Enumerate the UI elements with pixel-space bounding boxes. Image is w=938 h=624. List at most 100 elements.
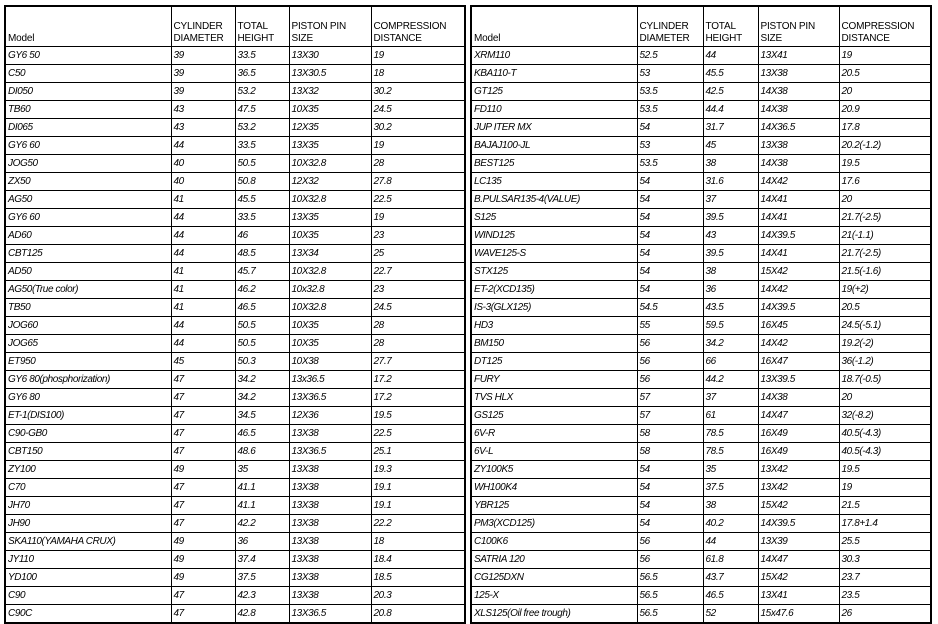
table-row: YBR125 54 38 15X42 21.5 [470,496,932,515]
cell-compression-distance: 21.5(-1.6) [838,262,932,281]
cell-total-height: 33.5 [234,208,290,227]
cell-compression-distance: 20 [838,388,932,407]
table-row: JOG50 40 50.5 10X32.8 28 [4,154,466,173]
table-row: ET-1(DIS100) 47 34.5 12X36 19.5 [4,406,466,425]
cell-cylinder-diameter: 54 [636,118,704,137]
cell-piston-pin-size: 14X38 [757,154,840,173]
cell-total-height: 41.1 [234,478,290,497]
cell-total-height: 42.3 [234,586,290,605]
cell-total-height: 38 [702,262,759,281]
cell-cylinder-diameter: 54 [636,244,704,263]
cell-cylinder-diameter: 49 [170,568,236,587]
table-row: BAJAJ100-JL 53 45 13X38 20.2(-1.2) [470,136,932,155]
cell-compression-distance: 19.1 [370,496,466,515]
cell-compression-distance: 24.5(-5.1) [838,316,932,335]
table-row: WH100K4 54 37.5 13X42 19 [470,478,932,497]
table-row: SATRIA 120 56 61.8 14X47 30.3 [470,550,932,569]
cell-total-height: 34.5 [234,406,290,425]
cell-compression-distance: 20.9 [838,100,932,119]
cell-total-height: 36 [702,280,759,299]
table-row: B.PULSAR135-4(VALUE) 54 37 14X41 20 [470,190,932,209]
piston-spec-table-left: Model CYLINDER DIAMETER TOTAL HEIGHT PISTON… [4,5,466,624]
cell-total-height: 46.5 [234,298,290,317]
cell-cylinder-diameter: 44 [170,316,236,335]
cell-total-height: 47.5 [234,100,290,119]
table-row: BM150 56 34.2 14X42 19.2(-2) [470,334,932,353]
cell-model: LC135 [470,172,638,191]
table-row: KBA110-T 53 45.5 13X38 20.5 [470,64,932,83]
column-header-total-height: TOTAL HEIGHT [234,5,290,47]
cell-piston-pin-size: 16X45 [757,316,840,335]
cell-cylinder-diameter: 47 [170,496,236,515]
table-row: AD50 41 45.7 10X32.8 22.7 [4,262,466,281]
cell-piston-pin-size: 13X36.5 [288,442,372,461]
cell-cylinder-diameter: 56.5 [636,586,704,605]
cell-model: TB60 [4,100,172,119]
cell-cylinder-diameter: 54 [636,514,704,533]
cell-piston-pin-size: 14X47 [757,406,840,425]
piston-spec-table-right: Model CYLINDER DIAMETER TOTAL HEIGHT PISTON… [470,5,932,624]
cell-cylinder-diameter: 55 [636,316,704,335]
cell-cylinder-diameter: 53.5 [636,154,704,173]
table-row: TB50 41 46.5 10X32.8 24.5 [4,298,466,317]
cell-piston-pin-size: 13X38 [288,568,372,587]
cell-piston-pin-size: 13X38 [757,136,840,155]
cell-piston-pin-size: 13X41 [757,46,840,65]
cell-total-height: 46.5 [702,586,759,605]
cell-cylinder-diameter: 39 [170,46,236,65]
column-header-piston-pin-size: PISTON PIN SIZE [288,5,372,47]
cell-cylinder-diameter: 54 [636,280,704,299]
cell-compression-distance: 40.5(-4.3) [838,424,932,443]
cell-piston-pin-size: 13X30 [288,46,372,65]
cell-total-height: 53.2 [234,82,290,101]
cell-total-height: 44 [702,532,759,551]
cell-piston-pin-size: 13X30.5 [288,64,372,83]
table-row: DT125 56 66 16X47 36(-1.2) [470,352,932,371]
cell-model: C90-GB0 [4,424,172,443]
cell-cylinder-diameter: 43 [170,100,236,119]
cell-piston-pin-size: 13X38 [757,64,840,83]
cell-total-height: 42.5 [702,82,759,101]
table-row: ET-2(XCD135) 54 36 14X42 19(+2) [470,280,932,299]
table-row: AG50 41 45.5 10X32.8 22.5 [4,190,466,209]
cell-piston-pin-size: 10X35 [288,100,372,119]
table-row: XLS125(Oil free trough) 56.5 52 15x47.6 26 [470,604,932,624]
cell-piston-pin-size: 13X42 [757,460,840,479]
cell-total-height: 40.2 [702,514,759,533]
cell-piston-pin-size: 14X42 [757,280,840,299]
table-row: JH90 47 42.2 13X38 22.2 [4,514,466,533]
cell-cylinder-diameter: 40 [170,154,236,173]
cell-total-height: 31.6 [702,172,759,191]
cell-compression-distance: 19.5 [838,460,932,479]
column-header-compression-distance: COMPRESSION DISTANCE [370,5,466,47]
table-row: ZY100K5 54 35 13X42 19.5 [470,460,932,479]
cell-compression-distance: 20.5 [838,298,932,317]
cell-model: C100K6 [470,532,638,551]
cell-cylinder-diameter: 47 [170,388,236,407]
cell-piston-pin-size: 13X36.5 [288,388,372,407]
cell-total-height: 37 [702,388,759,407]
cell-cylinder-diameter: 56 [636,370,704,389]
cell-piston-pin-size: 12X36 [288,406,372,425]
cell-cylinder-diameter: 39 [170,64,236,83]
cell-model: WH100K4 [470,478,638,497]
table-row: DI050 39 53.2 13X32 30.2 [4,82,466,101]
cell-cylinder-diameter: 58 [636,442,704,461]
table-row: IS-3(GLX125) 54.5 43.5 14X39.5 20.5 [470,298,932,317]
cell-model: GY6 50 [4,46,172,65]
cell-piston-pin-size: 13X38 [288,496,372,515]
cell-cylinder-diameter: 47 [170,370,236,389]
table-body: XRM110 52.5 44 13X41 19 KBA110-T 53 45.5 13X38 20… [470,46,932,624]
cell-cylinder-diameter: 54 [636,496,704,515]
table-row: GY6 60 44 33.5 13X35 19 [4,208,466,227]
cell-compression-distance: 17.6 [838,172,932,191]
cell-piston-pin-size: 12X35 [288,118,372,137]
cell-piston-pin-size: 13X38 [288,550,372,569]
cell-model: ET-2(XCD135) [470,280,638,299]
table-row: BEST125 53.5 38 14X38 19.5 [470,154,932,173]
cell-compression-distance: 32(-8.2) [838,406,932,425]
cell-total-height: 45.5 [702,64,759,83]
cell-piston-pin-size: 10X32.8 [288,154,372,173]
cell-total-height: 50.5 [234,154,290,173]
cell-compression-distance: 18.5 [370,568,466,587]
